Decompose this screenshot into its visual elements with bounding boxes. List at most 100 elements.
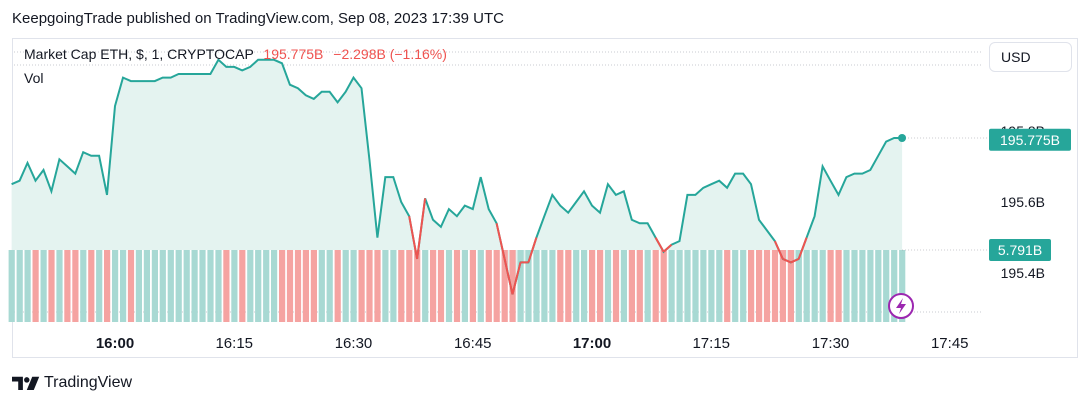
volume-bar — [430, 250, 437, 322]
volume-bar — [899, 250, 906, 322]
volume-bar — [756, 250, 763, 322]
x-tick-label: 16:30 — [335, 335, 373, 352]
volume-label[interactable]: Vol — [24, 70, 44, 86]
tradingview-logo[interactable]: TradingView — [12, 374, 132, 392]
volume-bar — [143, 250, 150, 322]
volume-bar — [255, 250, 262, 322]
price-line-down-segment — [408, 198, 808, 295]
volume-bar — [422, 250, 429, 322]
volume-bar — [191, 250, 198, 322]
volume-bar — [493, 250, 500, 322]
volume-bar — [883, 250, 890, 322]
x-tick-label: 17:45 — [931, 335, 969, 352]
volume-bar — [803, 250, 810, 322]
price-tag-label: 195.775B — [1000, 132, 1060, 148]
volume-bar — [541, 250, 548, 322]
volume-bar — [8, 250, 15, 322]
volume-bar — [342, 250, 349, 322]
volume-bar — [72, 250, 79, 322]
volume-bar — [24, 250, 31, 322]
volume-bar — [549, 250, 556, 322]
volume-bar — [819, 250, 826, 322]
volume-bar — [120, 250, 127, 322]
volume-bar — [732, 250, 739, 322]
volume-bar — [787, 250, 794, 322]
volume-bar — [565, 250, 572, 322]
volume-bar — [509, 250, 516, 322]
volume-bar — [668, 250, 675, 322]
volume-bar — [533, 250, 540, 322]
volume-bar — [716, 250, 723, 322]
volume-bar — [485, 250, 492, 322]
volume-bar — [748, 250, 755, 322]
symbol-label[interactable]: Market Cap ETH, $, 1, CRYPTOCAP — [24, 46, 254, 62]
volume-bar — [453, 250, 461, 322]
volume-bar — [437, 250, 445, 322]
volume-bar — [16, 250, 23, 322]
volume-bar — [597, 250, 604, 322]
volume-bar — [763, 250, 771, 322]
volume-bar — [891, 250, 898, 322]
y-tick-label: 195.4B — [1001, 265, 1045, 281]
volume-bar — [612, 250, 620, 322]
brand-name: TradingView — [44, 374, 133, 391]
volume-bar — [445, 250, 453, 322]
volume-bar — [708, 250, 715, 322]
chart-legend: Market Cap ETH, $, 1, CRYPTOCAP 195.775B… — [24, 46, 447, 62]
volume-bar — [604, 250, 612, 322]
volume-bar — [581, 250, 588, 322]
volume-bar — [80, 250, 87, 322]
volume-bar — [843, 250, 850, 322]
volume-bar — [223, 250, 230, 322]
volume-bar — [414, 250, 421, 322]
volume-bar — [167, 250, 174, 322]
volume-bar — [159, 250, 166, 322]
volume-bar — [652, 250, 659, 322]
volume-bar — [199, 250, 206, 322]
volume-bar — [112, 250, 119, 322]
volume-bar — [700, 250, 707, 322]
volume-bar — [48, 250, 55, 322]
x-tick-label: 17:30 — [812, 335, 850, 352]
volume-bar — [64, 250, 71, 322]
lightning-icon[interactable] — [888, 293, 914, 319]
volume-bar — [589, 250, 596, 322]
volume-bar — [660, 250, 667, 322]
volume-tag-label: 5.791B — [998, 242, 1042, 258]
volume-bar — [779, 250, 786, 322]
volume-bar — [469, 250, 476, 322]
volume-bar — [525, 250, 532, 322]
volume-bar — [636, 250, 643, 322]
currency-button[interactable]: USD — [989, 42, 1072, 72]
volume-bar — [310, 250, 317, 322]
volume-bar — [390, 250, 397, 322]
volume-bar — [827, 250, 834, 322]
volume-bar — [644, 250, 651, 322]
volume-bar — [271, 250, 278, 322]
volume-bar — [40, 250, 47, 322]
volume-bar — [771, 250, 779, 322]
volume-bar — [96, 250, 103, 322]
volume-bar — [811, 250, 818, 322]
price-tag — [989, 128, 1071, 151]
volume-bar — [628, 250, 635, 322]
volume-bar — [302, 250, 309, 322]
volume-bar — [104, 250, 111, 322]
volume-bar — [127, 250, 135, 322]
volume-bar — [859, 250, 866, 322]
volume-bar — [247, 250, 254, 322]
volume-bar — [286, 250, 294, 322]
volume-bar — [135, 250, 142, 322]
x-tick-label: 16:15 — [215, 335, 253, 352]
volume-bar — [724, 250, 731, 322]
volume-bar — [151, 250, 158, 322]
volume-bar — [851, 250, 858, 322]
volume-bar — [398, 250, 405, 322]
volume-bar — [406, 250, 413, 322]
volume-bar — [358, 250, 365, 322]
volume-bar — [501, 250, 508, 322]
volume-bar — [183, 250, 190, 322]
volume-bar — [32, 250, 39, 322]
volume-bar — [795, 250, 802, 322]
